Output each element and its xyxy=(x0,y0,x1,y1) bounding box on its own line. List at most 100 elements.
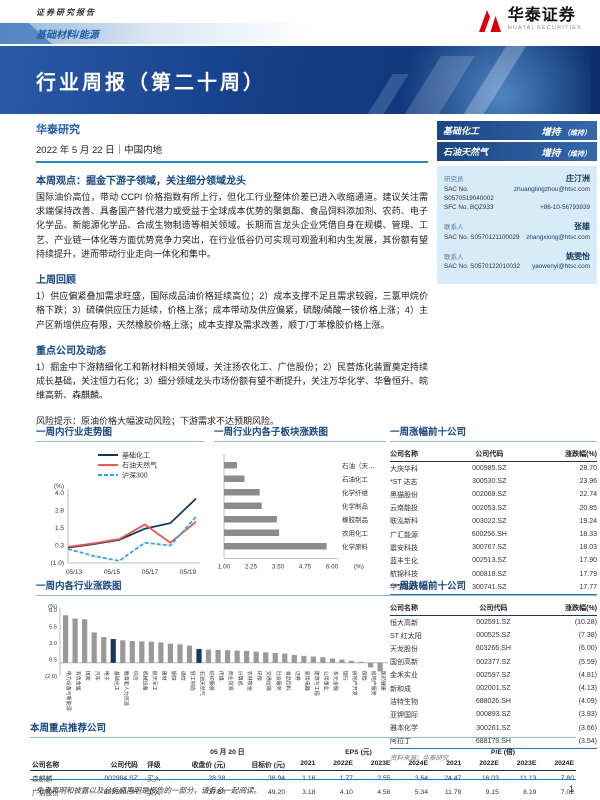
table-row[interactable]: *ST 达志 300530.SZ 23.96 xyxy=(390,475,597,488)
bar xyxy=(224,529,280,536)
table-cell: 17.77 xyxy=(527,580,597,595)
x-tick-label: 05/13 xyxy=(66,569,83,576)
table-cell: 16.03 xyxy=(481,774,499,782)
table-cell: (4.13) xyxy=(578,685,597,693)
page-number: 1 xyxy=(568,784,574,794)
rating-sector: 基础化工 xyxy=(443,126,480,136)
group-header-pe: P/E (倍) xyxy=(490,748,516,756)
bar xyxy=(291,654,297,663)
all-industry-change-chart-block: 一周内各行业涨跌图 (%) 8.0 5.5 3.0 0.5 (2.0) 电力设备与新能源 有色… xyxy=(36,578,392,739)
report-type-label: 证券研究报告 xyxy=(36,8,96,17)
table-cell: 688179.SH xyxy=(456,734,531,749)
table-cell: 49.20 xyxy=(268,788,286,796)
rating-value: 增持 （维持） xyxy=(541,126,591,138)
table-cell: 1.16 xyxy=(302,774,316,782)
table-cell: 000985.SZ xyxy=(472,465,507,473)
sector-band-decoration xyxy=(0,23,330,44)
column-header: 公司代码 xyxy=(451,448,528,462)
table-row[interactable]: 洁特生物 688026.SH (4.09) xyxy=(390,695,597,708)
subsector-hbar-chart: 石油（天… 石油化工 化学纤维 化学制品 橡胶制品 农用化工 化学原料 1.00 2.25 3.5… xyxy=(214,448,386,588)
table-row[interactable]: 云南能投 002053.SZ 20.85 xyxy=(390,502,597,515)
analyst-entry: 研究员 庄汀洲 SAC No. S0570519040002 zhuangtingzh… xyxy=(444,173,590,212)
bar xyxy=(186,645,193,663)
table-row[interactable]: 蓝丰生化 002513.SZ 17.90 xyxy=(390,554,597,567)
table-row[interactable]: 华宝股份 300741.SZ 17.77 xyxy=(390,580,597,595)
category-label: 基础化工 xyxy=(113,671,120,691)
table-cell: 002597.SZ xyxy=(476,671,511,679)
bar xyxy=(367,662,374,668)
bar xyxy=(272,652,278,663)
divider xyxy=(36,161,428,163)
chart-title: 一周内行业走势图 xyxy=(36,424,204,442)
bar xyxy=(120,640,126,663)
table-cell: 华宝股份 xyxy=(390,580,452,595)
table-cell: 大庆华科 xyxy=(390,465,418,473)
table-cell: 11.13 xyxy=(519,774,537,782)
bar xyxy=(196,648,202,663)
table-row[interactable]: 国创高新 002377.SZ (5.59) xyxy=(390,656,597,669)
category-label: 农林牧渔 xyxy=(246,671,253,691)
footer-divider xyxy=(30,779,576,780)
table-row[interactable]: 恒大高新 002591.SZ (10.28) xyxy=(390,616,597,630)
table-row[interactable]: 阿拉丁 688179.SH (3.54) xyxy=(390,734,597,749)
column-header: 公司名称 xyxy=(390,448,452,462)
table-cell: 森麒麟 xyxy=(32,776,53,783)
table-cell: 38.94 xyxy=(268,774,286,782)
table-title: 本周重点推荐公司 xyxy=(30,720,576,738)
table-row[interactable]: 广汇能源 600256.SH 18.33 xyxy=(390,528,597,541)
y-tick-label: (1.0) xyxy=(51,560,64,567)
table-row[interactable]: 新和成 002001.SZ (4.13) xyxy=(390,682,597,695)
table-row[interactable]: 黑猫股份 002068.SZ 22.74 xyxy=(390,488,597,501)
analyst-email[interactable]: zhuangtingzhou@htsc.com xyxy=(513,185,590,193)
y-axis-unit: (%) xyxy=(54,483,64,490)
bar-label: 石油（天… xyxy=(342,461,375,470)
table-cell: 603266.SH xyxy=(475,645,511,653)
table-row[interactable]: 亚钾国际 000893.SZ (3.93) xyxy=(390,708,597,721)
table-cell: 雅本化学 xyxy=(390,725,418,733)
rating-note: （维持） xyxy=(563,150,591,158)
table-row[interactable]: 航锦科技 000818.SZ 17.79 xyxy=(390,568,597,581)
section-key-companies: 重点公司及动态 1）掘金中下游精细化工和新材料相关领域，关注扬农化工、广信股份；… xyxy=(36,342,428,403)
subsector-change-chart-block: 一周行业内各子板块涨跌图 石油（天… 石油化工 化学纤维 化学制品 橡胶制品 农用化工 化学… xyxy=(214,424,386,588)
table-row[interactable]: 雅本化学 300261.SZ (3.66) xyxy=(390,722,597,735)
table-row[interactable]: 大庆华科 000985.SZ 28.70 xyxy=(390,462,597,476)
table-row[interactable]: 天龙股份 603266.SH (6.00) xyxy=(390,642,597,655)
analyst-role: 联系人 xyxy=(444,253,464,261)
table-cell: 联泓新科 xyxy=(390,518,418,526)
table-row[interactable]: 广信股份 603599.SH 买入 37.50 49.20 3.18 4.10 4.58 5.3… xyxy=(30,785,576,799)
table-row[interactable]: 联泓新科 003022.SZ 19.24 xyxy=(390,515,597,528)
bar xyxy=(215,649,221,663)
table-cell: (3.93) xyxy=(578,711,597,719)
category-label: 航天军工 xyxy=(151,671,158,691)
table-row[interactable]: 森麒麟 002984.SZ 买入 28.38 38.94 1.16 1.77 2.55 3.64… xyxy=(30,771,576,786)
vbar-chart-svg: (%)8.0 5.5 3.0 0.5 (2.0) 电力设备与新能源 有色金属 煤炭 汽车 电子 基础… xyxy=(45,604,388,711)
section-heading: 重点公司及动态 xyxy=(36,345,106,357)
category-label: 商业贸易 xyxy=(227,671,234,691)
table-cell: 广汇能源 xyxy=(390,531,418,539)
table-cell: 300261.SZ xyxy=(476,724,511,732)
analyst-email[interactable]: zhangxiong@htsc.com xyxy=(526,233,590,241)
banner-glow-decoration xyxy=(370,46,590,114)
table-row[interactable]: ST 红太阳 000525.SZ (7.38) xyxy=(390,629,597,642)
category-label: 有色金属 xyxy=(75,671,82,691)
column-header: 2022E xyxy=(317,757,355,771)
section-heading: 上周回顾 xyxy=(36,275,76,287)
table-row[interactable]: 金禾实业 002597.SZ (4.81) xyxy=(390,669,597,682)
column-header: 公司名称 xyxy=(30,757,80,771)
category-label: 建材 xyxy=(160,671,167,681)
table-cell: 24.47 xyxy=(444,774,462,782)
bar xyxy=(263,652,269,663)
table-row[interactable]: 震安科技 300767.SZ 18.03 xyxy=(390,541,597,554)
table-cell: 002513.SZ xyxy=(472,557,507,565)
analyst-email[interactable]: yaowenyi@htsc.com xyxy=(532,263,590,271)
table-cell: 17.90 xyxy=(579,557,597,565)
bar xyxy=(224,462,237,469)
top-losers-table: 公司名称 公司代码 涨跌幅(%) 恒大高新 002591.SZ (10.28) ST 红太阳… xyxy=(390,602,597,749)
table-cell: 4.58 xyxy=(377,788,391,796)
category-label: 煤炭 xyxy=(84,671,91,681)
table-cell: 广信股份 xyxy=(32,790,60,797)
column-header: 2024E xyxy=(538,757,576,771)
bar xyxy=(177,644,183,663)
